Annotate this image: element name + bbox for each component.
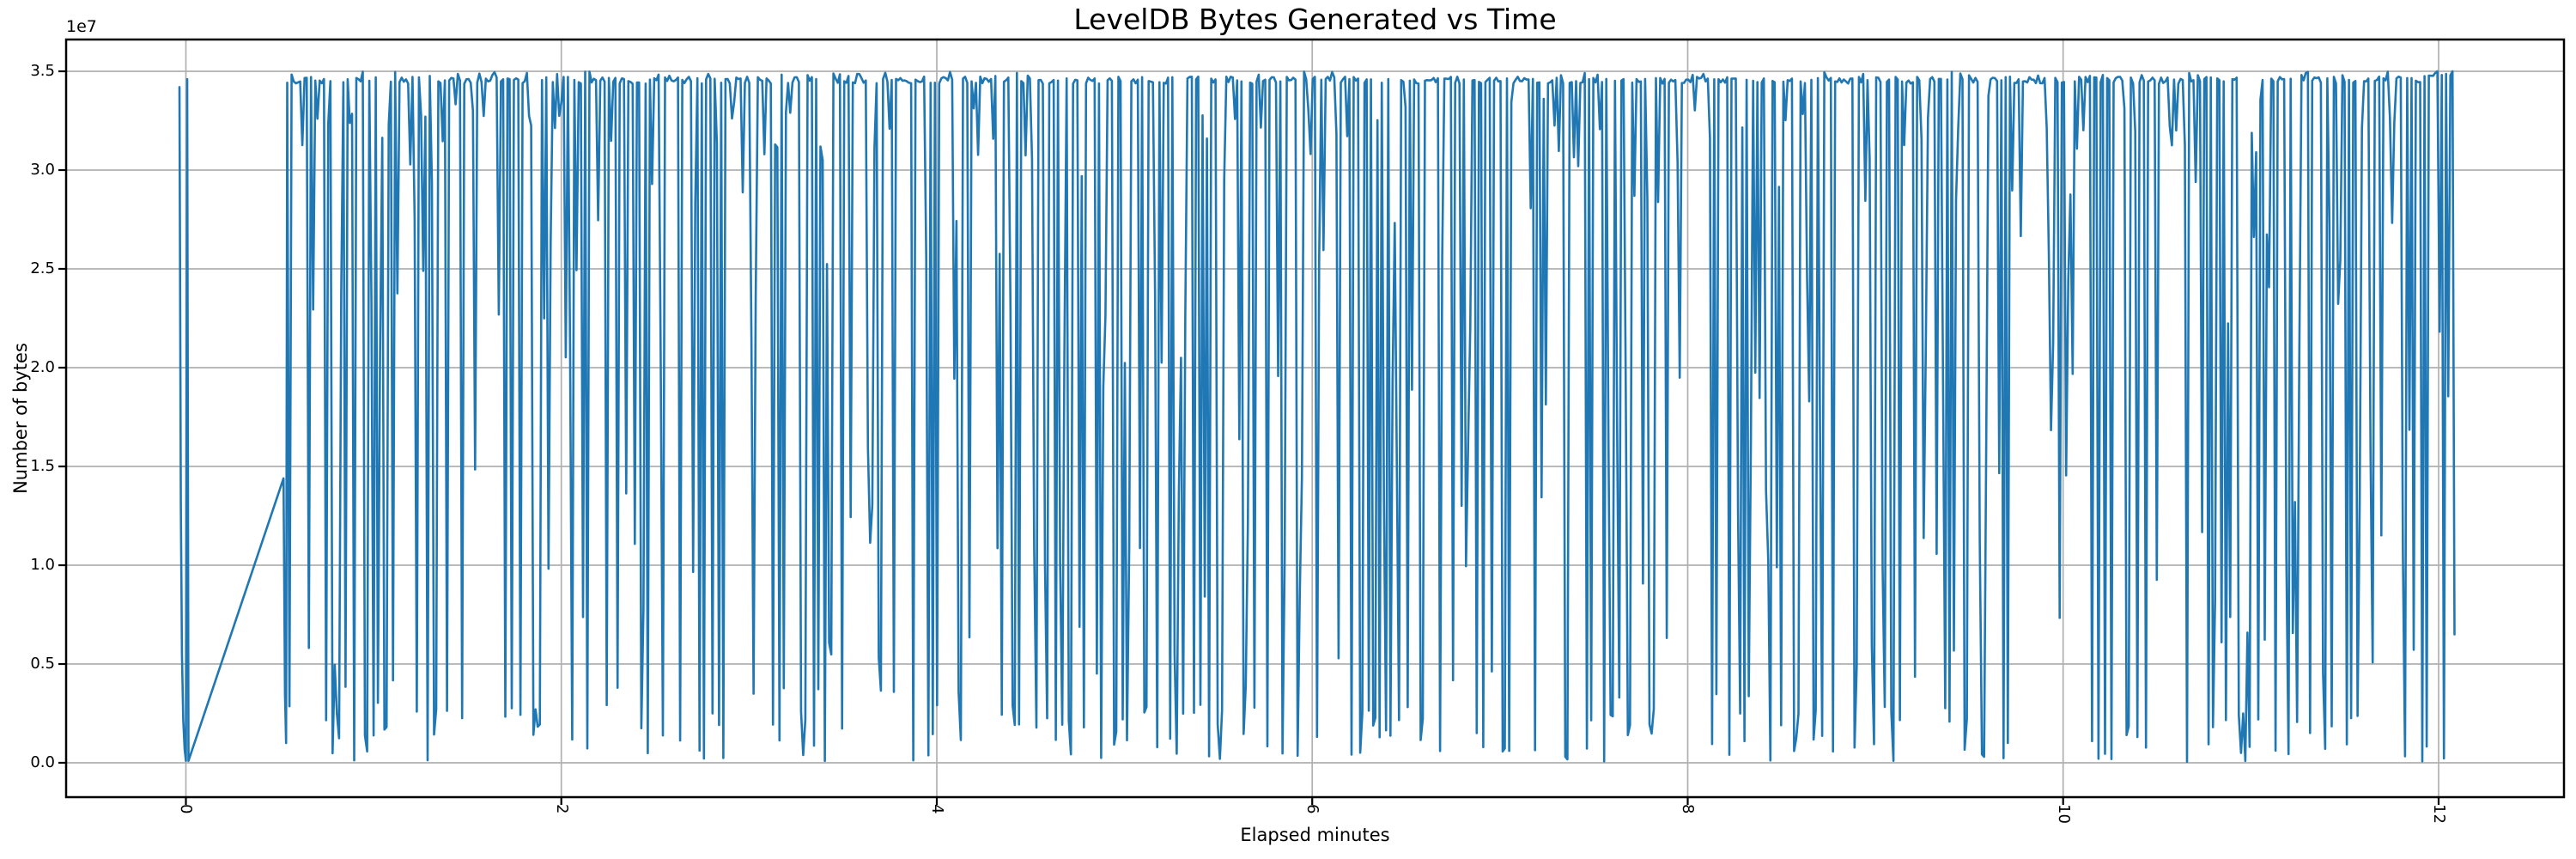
axes-spines [64,38,2566,799]
y-tick-label: 2.0 [30,358,55,376]
y-tick-label: 1.0 [30,556,55,574]
y-tick-label: 2.5 [30,259,55,277]
bytes-line [178,70,2456,763]
tick-marks [58,70,2440,805]
y-axis-offset-label: 1e7 [66,17,97,36]
chart-title: LevelDB Bytes Generated vs Time [1073,3,1557,36]
x-tick-label: 10 [2055,804,2073,824]
x-tick-label: 4 [928,804,946,814]
x-axis-label: Elapsed minutes [1240,825,1390,845]
x-tick-label: 6 [1303,804,1321,814]
x-tick-label: 2 [553,804,571,814]
y-tick-label: 3.5 [30,62,55,80]
x-tick-label: 8 [1679,804,1697,814]
x-tick-label: 0 [177,804,195,814]
y-tick-label: 0.0 [30,753,55,771]
y-tick-label: 3.0 [30,161,55,179]
y-tick-label: 1.5 [30,457,55,475]
y-tick-label: 0.5 [30,655,55,673]
x-tick-label: 12 [2430,804,2448,824]
